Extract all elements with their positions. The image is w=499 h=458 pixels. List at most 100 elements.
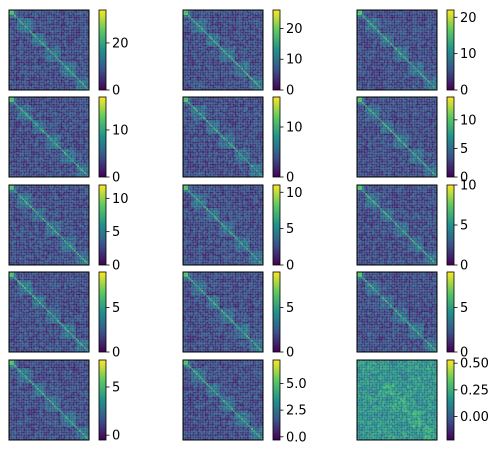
heatmap-cell [193,43,195,45]
heatmap-cell [74,83,76,85]
heatmap-cell [39,73,41,75]
heatmap-cell [245,55,247,57]
heatmap-cell [36,25,38,27]
heatmap-cell [81,40,83,42]
heatmap-cell [16,78,18,80]
heatmap-cell [255,40,257,42]
heatmap-cell [76,40,78,42]
heatmap-cell [226,68,228,70]
heatmap-cell [69,70,71,72]
heatmap-cell [67,53,69,55]
heatmap-cell [26,32,28,34]
heatmap-cell [236,17,238,19]
heatmap-cell [12,38,14,40]
heatmap-cell [218,60,220,62]
heatmap-cell [47,45,49,47]
heatmap-cell [24,17,26,19]
heatmap-cell [19,38,21,40]
heatmap-cell [72,42,74,44]
heatmap-cell [246,42,248,44]
heatmap-cell [210,52,212,54]
heatmap-cell [253,53,255,55]
heatmap-cell [31,55,33,57]
heatmap-cell [226,65,228,67]
heatmap-cell [230,13,232,15]
heatmap-cell [226,38,228,40]
heatmap-cell [41,75,43,77]
heatmap-cell [47,68,49,70]
heatmap-cell [59,12,61,14]
heatmap-cell [213,58,215,60]
heatmap-cell [243,63,245,65]
heatmap-cell [240,17,242,19]
heatmap-cell [54,68,56,70]
heatmap-cell [218,13,220,15]
heatmap-cell [223,12,225,14]
heatmap-cell [241,43,243,45]
heatmap-cell [57,63,59,65]
heatmap-cell [228,60,230,62]
heatmap-cell [16,60,18,62]
heatmap-cell [81,13,83,15]
heatmap-cell [69,40,71,42]
heatmap-cell [251,53,253,55]
heatmap-cell [86,65,88,67]
heatmap-cell [52,78,54,80]
heatmap-cell [27,22,29,24]
heatmap-cell [42,47,44,49]
heatmap-cell [235,58,237,60]
heatmap-cell [213,30,215,32]
heatmap-cell [260,70,262,72]
heatmap-cell [238,68,240,70]
heatmap-cell [82,12,84,14]
heatmap-cell [19,50,21,52]
heatmap-cell [240,50,242,52]
heatmap-cell [44,28,46,30]
heatmap-cell [76,33,78,35]
heatmap-cell [67,13,69,15]
heatmap-cell [79,40,81,42]
heatmap-cell [62,65,64,67]
heatmap-cell [186,35,188,37]
heatmap-cell [69,65,71,67]
heatmap-cell [46,30,48,32]
heatmap-cell [61,58,63,60]
heatmap-cell [226,27,228,29]
heatmap-cell [27,67,29,69]
heatmap-cell [69,80,71,82]
heatmap-cell [14,58,16,60]
heatmap-cell [256,63,258,65]
heatmap-cell [52,17,54,19]
heatmap-cell [77,52,79,54]
heatmap-cell [191,65,193,67]
heatmap-cell [218,38,220,40]
heatmap-cell [77,78,79,80]
heatmap-cell [81,63,83,65]
heatmap-cell [186,37,188,39]
heatmap-cell [258,47,260,49]
heatmap-cell [190,67,192,69]
heatmap-cell [203,18,205,20]
heatmap-cell [188,15,190,17]
heatmap-cell [225,28,227,30]
heatmap-cell [31,60,33,62]
heatmap-cell [19,48,21,50]
heatmap-cell [57,83,59,85]
heatmap-cell [22,28,24,30]
heatmap-cell [49,38,51,40]
heatmap-cell [215,12,217,14]
colorbar-tick-label: 20 [112,36,129,51]
heatmap-cell [86,60,88,62]
heatmap-cell [24,52,26,54]
heatmap-cell [208,40,210,42]
heatmap-cell [198,57,200,59]
heatmap-cell [64,15,66,17]
heatmap-cell [198,32,200,34]
heatmap-cell [243,48,245,50]
heatmap-cell [37,18,39,20]
heatmap-cell [41,28,43,30]
heatmap-cell [31,85,33,87]
heatmap-cell [29,82,31,84]
heatmap-cell [62,50,64,52]
heatmap-cell [39,25,41,27]
